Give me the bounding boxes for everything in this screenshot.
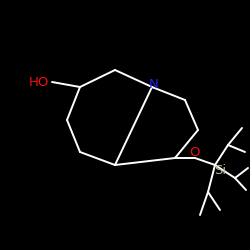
Text: HO: HO [28,76,49,88]
Text: O: O [190,146,200,158]
Text: Si: Si [214,164,226,176]
Text: N: N [149,78,159,90]
